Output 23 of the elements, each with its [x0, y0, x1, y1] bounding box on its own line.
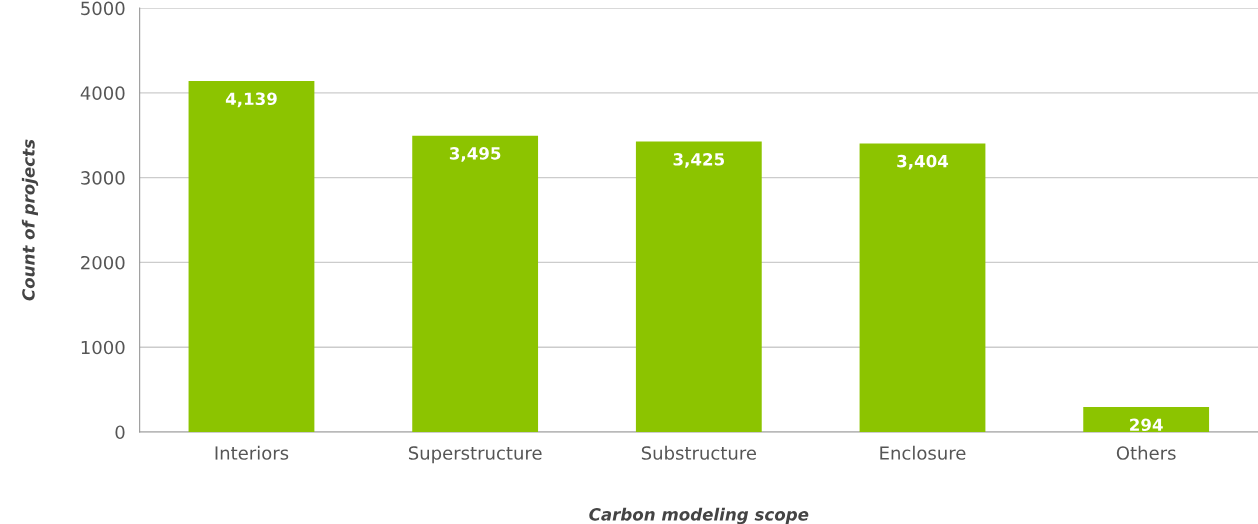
bar: [412, 135, 539, 432]
y-tick-label: 5000: [81, 1, 125, 16]
y-tick-label: 0: [115, 425, 125, 440]
x-tick-label: Superstructure: [408, 446, 542, 464]
y-tick-label: 4000: [80, 86, 125, 100]
data-label: 3,495: [449, 147, 501, 162]
data-label: 3,404: [897, 154, 949, 170]
x-axis-title: Carbon modeling scope: [589, 507, 809, 524]
x-tick-label: Substructure: [641, 445, 757, 460]
y-tick-label: 2000: [81, 255, 125, 270]
x-tick-label: Enclosure: [880, 445, 966, 460]
data-label: 294: [1130, 418, 1163, 432]
bar: [635, 141, 762, 432]
y-tick-label: 3000: [81, 171, 125, 185]
bar: [188, 81, 315, 432]
y-tick-label: 1000: [81, 340, 125, 355]
x-tick-label: Interiors: [215, 445, 289, 460]
bar: [1083, 407, 1210, 432]
bar: [859, 143, 986, 432]
x-tick-label: Others: [1116, 445, 1176, 460]
y-axis-title: Count of projects: [21, 139, 39, 301]
data-label: 4,139: [225, 92, 277, 108]
data-label: 3,425: [673, 153, 725, 168]
